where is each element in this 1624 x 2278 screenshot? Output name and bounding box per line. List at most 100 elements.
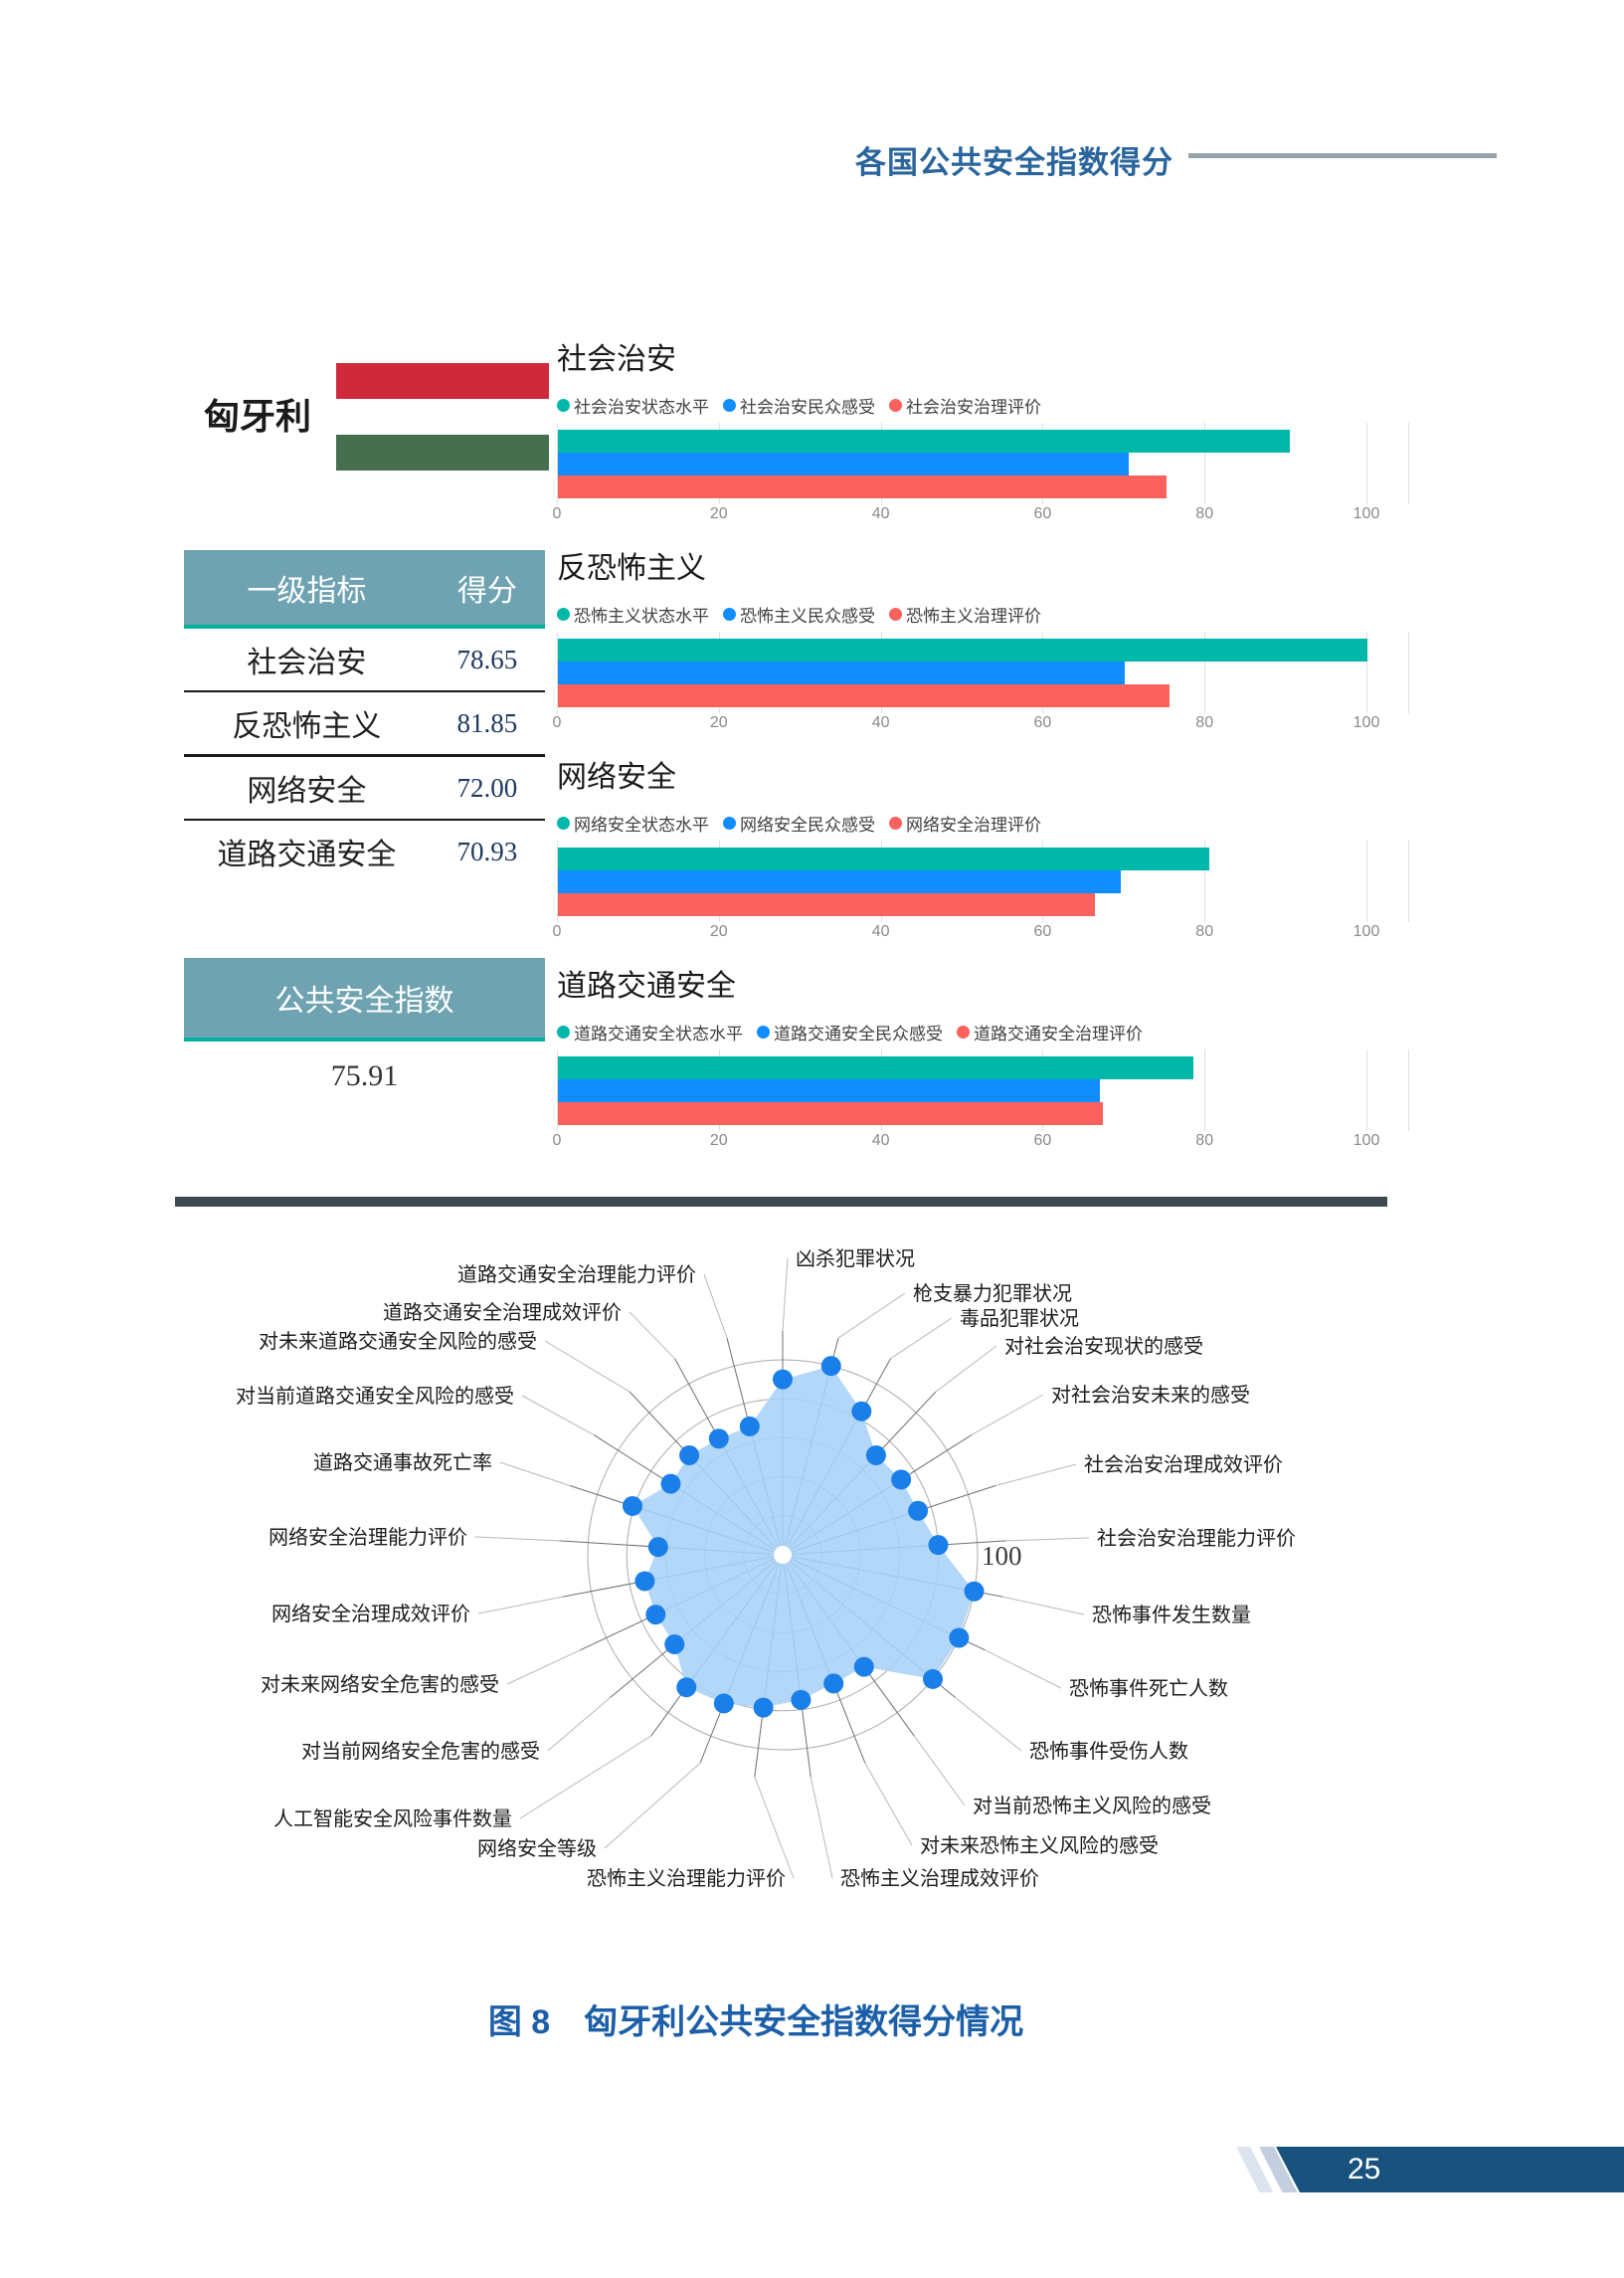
x-tick-label: 40 <box>871 714 890 731</box>
legend-label: 恐怖主义状态水平 <box>574 607 709 626</box>
bar-2 <box>558 893 1095 916</box>
indicator-score: 70.93 <box>456 836 518 866</box>
radar-axis-label: 恐怖事件死亡人数 <box>1069 1677 1228 1700</box>
figure-caption: 图 8 匈牙利公共安全指数得分情况 <box>487 2003 1024 2041</box>
bar-0 <box>558 430 1290 453</box>
legend-item: 网络安全民众感受 <box>723 811 875 836</box>
x-tick-label: 100 <box>1353 714 1380 731</box>
radar-axis-label: 恐怖主义治理成效评价 <box>840 1867 1039 1890</box>
table-row: 网络安全 72.00 <box>184 757 545 821</box>
radar-axis-label: 道路交通安全治理能力评价 <box>457 1263 696 1286</box>
indicator-score: 78.65 <box>456 644 518 674</box>
bar-1 <box>558 662 1125 684</box>
legend-item: 恐怖主义治理评价 <box>889 602 1041 627</box>
legend-dot-icon <box>557 608 570 621</box>
legend-label: 网络安全治理评价 <box>906 816 1041 835</box>
public-safety-index-block: 公共安全指数 75.91 <box>184 958 545 1093</box>
legend-item: 恐怖主义民众感受 <box>723 602 875 627</box>
radar-axis-label: 枪支暴力犯罪状况 <box>913 1282 1072 1305</box>
gridline <box>557 1049 558 1131</box>
chart-legend: 网络安全状态水平 网络安全民众感受 网络安全治理评价 <box>557 811 1041 836</box>
gridline <box>1366 632 1367 713</box>
x-axis: 0 20 40 60 80 100 <box>553 1132 1412 1152</box>
indicator-score: 81.85 <box>456 707 518 738</box>
flag-stripe-white <box>336 399 549 435</box>
legend-dot-icon <box>889 608 902 621</box>
x-tick-label: 80 <box>1195 1132 1214 1149</box>
legend-dot-icon <box>723 608 736 621</box>
legend-label: 社会治安状态水平 <box>574 398 709 417</box>
indicator-label: 社会治安 <box>247 647 367 679</box>
public-safety-index-title: 公共安全指数 <box>184 958 545 1042</box>
plot-edge-line <box>1408 1049 1409 1131</box>
bar-1 <box>558 870 1121 893</box>
legend-dot-icon <box>557 1026 570 1039</box>
radar-axis-label: 对当前道路交通安全风险的感受 <box>236 1385 514 1408</box>
legend-item: 网络安全治理评价 <box>889 811 1041 836</box>
indicator-score: 72.00 <box>456 772 518 803</box>
legend-dot-icon <box>889 817 902 830</box>
x-tick-label: 60 <box>1033 714 1052 731</box>
legend-label: 恐怖主义治理评价 <box>906 607 1041 626</box>
table-row: 道路交通安全 70.93 <box>184 821 545 882</box>
hungary-flag <box>336 363 549 471</box>
bar-0 <box>558 1056 1193 1079</box>
legend-label: 恐怖主义民众感受 <box>740 607 875 626</box>
radar-axis-label: 恐怖事件受伤人数 <box>1029 1740 1188 1763</box>
indicator-label: 道路交通安全 <box>217 839 397 871</box>
legend-dot-icon <box>723 817 736 830</box>
gridline <box>557 423 558 504</box>
bar-1 <box>558 453 1129 475</box>
column-header-indicator: 一级指标 <box>247 574 367 608</box>
gridline <box>1366 423 1367 504</box>
radar-axis-label: 凶杀犯罪状况 <box>796 1247 915 1270</box>
section-divider <box>175 1197 1387 1207</box>
radar-axis-label: 毒品犯罪状况 <box>960 1307 1079 1330</box>
legend-item: 社会治安治理评价 <box>889 393 1041 418</box>
bar-1 <box>558 1079 1101 1102</box>
page-header: 各国公共安全指数得分 <box>0 137 1624 181</box>
gridline <box>1204 423 1206 504</box>
x-tick-label: 0 <box>552 714 562 731</box>
bar-2 <box>558 1102 1103 1125</box>
chart-social-security: 社会治安 社会治安状态水平 社会治安民众感受 社会治安治理评价 0 20 40 60 8… <box>553 343 1432 552</box>
x-tick-label: 20 <box>709 714 728 731</box>
legend-dot-icon <box>757 1026 770 1039</box>
plot-edge-line <box>1408 632 1409 713</box>
page-number: 25 <box>1348 2153 1381 2185</box>
radar-svg: 凶杀犯罪状况枪支暴力犯罪状况毒品犯罪状况对社会治安现状的感受对社会治安未来的感受… <box>236 1247 1296 1890</box>
x-tick-label: 40 <box>871 505 890 522</box>
legend-item: 道路交通安全民众感受 <box>757 1020 943 1044</box>
legend-label: 社会治安治理评价 <box>906 398 1041 417</box>
legend-dot-icon <box>557 817 570 830</box>
x-tick-label: 100 <box>1353 923 1380 940</box>
bar-2 <box>558 475 1168 498</box>
radar-max-value-label: 100 <box>982 1541 1022 1571</box>
public-safety-index-value: 75.91 <box>330 1059 399 1092</box>
bar-2 <box>558 684 1170 707</box>
radar-axis-label: 对未来恐怖主义风险的感受 <box>920 1834 1159 1857</box>
chart-title: 网络安全 <box>557 761 676 794</box>
radar-axis-label: 对当前网络安全危害的感受 <box>301 1740 540 1763</box>
header-rule <box>1188 153 1497 158</box>
gridline <box>1204 632 1206 713</box>
x-tick-label: 40 <box>871 1132 890 1149</box>
flag-stripe-green <box>336 435 549 471</box>
page-header-title: 各国公共安全指数得分 <box>855 145 1173 180</box>
radar-axis-label: 对当前恐怖主义风险的感受 <box>973 1795 1211 1817</box>
legend-item: 社会治安民众感受 <box>723 393 875 418</box>
x-tick-label: 0 <box>552 505 562 522</box>
bar-plot <box>557 632 1412 713</box>
x-tick-label: 0 <box>552 1132 562 1149</box>
x-tick-label: 20 <box>709 505 728 522</box>
indicator-table: 一级指标 得分 社会治安 78.65 反恐怖主义 81.85 网络安全 72.0… <box>184 550 545 882</box>
legend-item: 社会治安状态水平 <box>557 393 709 418</box>
table-row: 社会治安 78.65 <box>184 629 545 692</box>
radar-axis-label: 道路交通事故死亡率 <box>313 1451 492 1474</box>
x-tick-label: 80 <box>1195 923 1214 940</box>
legend-label: 道路交通安全状态水平 <box>574 1025 743 1044</box>
x-tick-label: 60 <box>1033 923 1052 940</box>
legend-label: 网络安全民众感受 <box>740 816 875 835</box>
chart-road-traffic-safety: 道路交通安全 道路交通安全状态水平 道路交通安全民众感受 道路交通安全治理评价 … <box>553 970 1432 1179</box>
